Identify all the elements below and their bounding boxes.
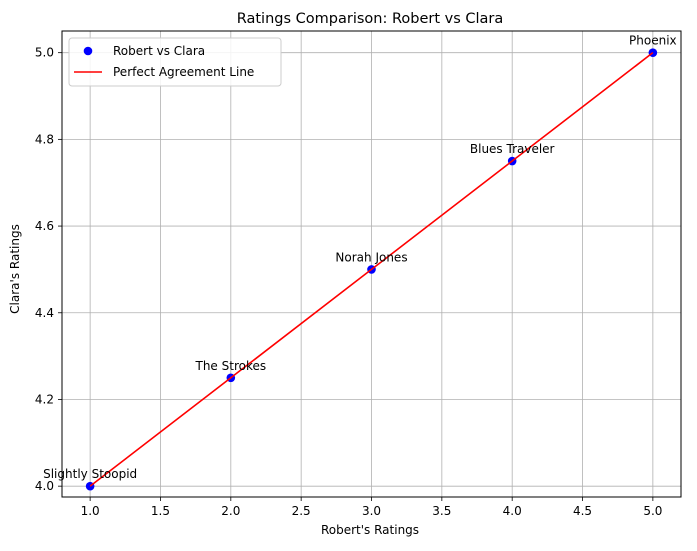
y-tick-label: 4.8 [35,132,54,146]
legend-box [68,37,282,87]
legend-label-scatter: Robert vs Clara [113,44,205,58]
point-label: Norah Jones [335,250,407,264]
point-label: Phoenix [629,34,677,48]
point-label: Blues Traveler [470,142,555,156]
x-tick-label: 1.0 [81,504,100,518]
legend: Robert vs Clara Perfect Agreement Line [68,37,282,87]
y-tick-label: 5.0 [35,46,54,60]
y-tick-label: 4.2 [35,392,54,406]
x-tick-label: 4.0 [503,504,522,518]
point-annotations: Slightly Stoopid The Strokes Norah Jones Bl… [43,34,677,481]
y-tick-label: 4.0 [35,479,54,493]
x-tick-label: 4.5 [573,504,592,518]
y-axis-label: Clara's Ratings [8,224,22,314]
x-tick-label: 5.0 [643,504,662,518]
x-axis-label: Robert's Ratings [321,523,419,537]
chart-title: Ratings Comparison: Robert vs Clara [237,11,504,27]
x-tick-label: 3.0 [362,504,381,518]
legend-marker-scatter [83,46,93,56]
y-axis-ticks: 4.0 4.2 4.4 4.6 4.8 5.0 [35,46,62,493]
x-axis-ticks: 1.0 1.5 2.0 2.5 3.0 3.5 4.0 4.5 5.0 [81,497,662,518]
x-tick-label: 2.0 [221,504,240,518]
y-tick-label: 4.6 [35,219,54,233]
x-tick-label: 1.5 [151,504,170,518]
point-label: The Strokes [195,359,267,373]
perfect-agreement-line [89,52,654,487]
x-tick-label: 3.5 [432,504,451,518]
agreement-line-layer [89,52,654,487]
grid-lines [62,31,681,497]
x-tick-label: 2.5 [292,504,311,518]
legend-label-line: Perfect Agreement Line [113,65,254,79]
point-label: Slightly Stoopid [43,467,137,481]
y-tick-label: 4.4 [35,306,54,320]
